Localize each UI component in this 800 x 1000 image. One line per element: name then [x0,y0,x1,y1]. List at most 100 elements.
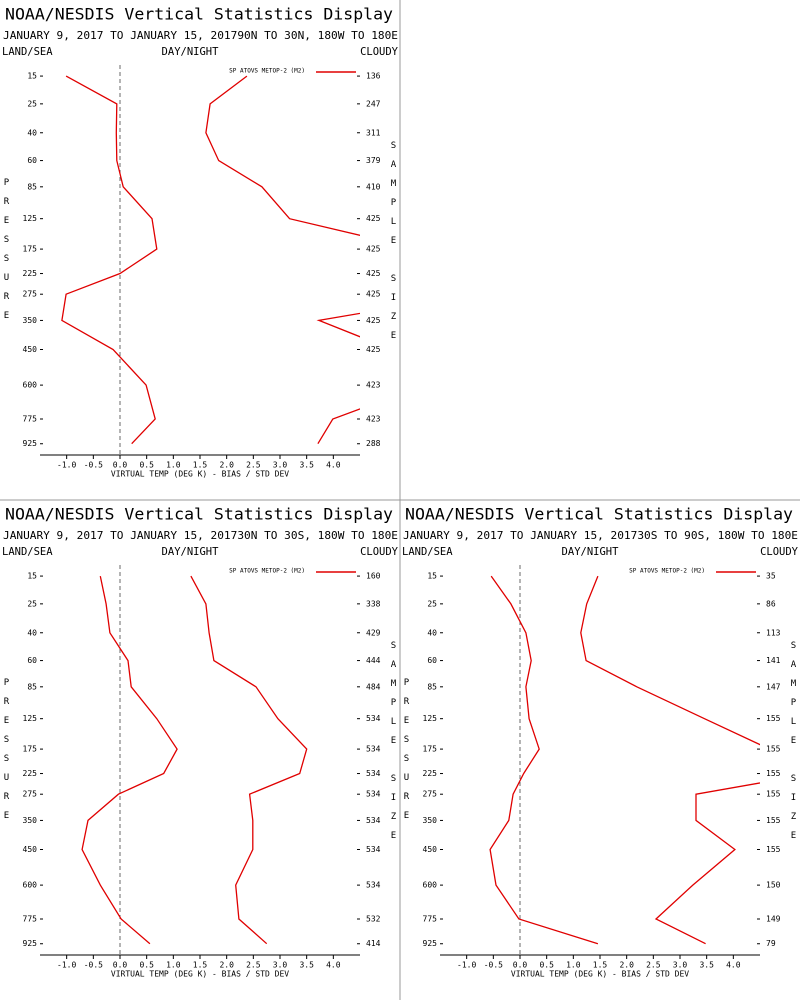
panel: NOAA/NESDIS Vertical Statistics Display J… [2,5,399,479]
sample-size-label: 155 [766,714,781,723]
title: NOAA/NESDIS Vertical Statistics Display [5,505,393,524]
y-tick-label: 15 [27,72,37,81]
day-night-label: DAY/NIGHT [562,546,620,558]
y-tick-label: 925 [423,939,438,948]
y-tick-label: 450 [23,345,38,354]
y-tick-label: 15 [427,572,437,581]
legend-label: SP ATOVS METOP-2 (M2) [629,568,705,575]
title: NOAA/NESDIS Vertical Statistics Display [5,5,393,24]
y-tick-label: 350 [23,816,38,825]
y-tick-label: 175 [423,745,438,754]
sample-size-label: 155 [766,845,781,854]
x-axis-title: VIRTUAL TEMP (DEG K) - BIAS / STD DEV [511,970,689,979]
x-tick-label: 1.5 [193,461,208,470]
y-tick-label: 25 [27,99,37,108]
x-tick-label: 0.5 [139,961,154,970]
y-tick-label: 85 [27,682,37,691]
x-tick-label: -1.0 [57,461,76,470]
x-tick-label: 3.0 [273,961,288,970]
y-tick-label: 775 [23,415,38,424]
panel: NOAA/NESDIS Vertical Statistics Display J… [402,505,799,979]
x-tick-label: 1.0 [166,961,181,970]
sample-size-label: 534 [366,816,381,825]
x-tick-label: 0.5 [139,461,154,470]
y-tick-label: 225 [423,769,438,778]
x-tick-label: 0.0 [113,461,128,470]
x-tick-label: 1.5 [593,961,608,970]
sample-size-label: 414 [366,939,381,948]
sample-size-label: 79 [766,939,776,948]
sample-size-label: 149 [766,915,781,924]
y-tick-label: 40 [27,628,37,637]
sample-size-label: 338 [366,599,381,608]
sample-size-label: 444 [366,656,381,665]
sample-size-label: 425 [366,245,381,254]
x-tick-label: 4.0 [326,961,341,970]
panel: NOAA/NESDIS Vertical Statistics Display J… [2,505,399,979]
profile-line [489,575,599,945]
x-tick-label: -0.5 [84,961,103,970]
x-tick-label: 1.0 [166,461,181,470]
x-tick-label: 3.5 [299,961,314,970]
y-tick-label: 775 [23,915,38,924]
legend-label: SP ATOVS METOP-2 (M2) [229,68,305,75]
y-tick-label: 25 [27,599,37,608]
y2-axis-title: SAMPLE SIZE [789,641,799,850]
sample-size-label: 155 [766,745,781,754]
x-tick-label: 2.0 [219,461,234,470]
y-tick-label: 60 [427,656,437,665]
x-tick-label: 3.5 [299,461,314,470]
x-tick-label: 2.5 [246,961,261,970]
sample-size-label: 534 [366,745,381,754]
subtitle: JANUARY 9, 2017 TO JANUARY 15, 201730S T… [403,530,798,542]
sample-size-label: 113 [766,628,781,637]
x-tick-label: -0.5 [484,961,503,970]
x-tick-label: -1.0 [457,961,476,970]
y-tick-label: 350 [423,816,438,825]
y-tick-label: 225 [23,269,38,278]
land-sea-label: LAND/SEA [2,46,53,58]
sample-size-label: 534 [366,714,381,723]
sample-size-label: 429 [366,628,381,637]
sample-size-label: 423 [366,415,381,424]
sample-size-label: 141 [766,656,781,665]
sample-size-label: 425 [366,345,381,354]
x-tick-label: 3.0 [273,461,288,470]
profile-line [190,575,308,945]
y-tick-label: 275 [23,290,38,299]
y-tick-label: 125 [23,714,38,723]
y-tick-label: 85 [27,182,37,191]
sample-size-label: 423 [366,381,381,390]
y-tick-label: 275 [423,790,438,799]
y-tick-label: 600 [423,881,438,890]
y-tick-label: 15 [27,572,37,581]
y-axis-title: PRESSURE [2,678,12,830]
land-sea-label: LAND/SEA [402,546,453,558]
day-night-label: DAY/NIGHT [162,46,220,58]
y-tick-label: 60 [27,656,37,665]
land-sea-label: LAND/SEA [2,546,53,558]
sample-size-label: 425 [366,316,381,325]
y-tick-label: 25 [427,599,437,608]
profile-line [580,575,760,945]
sample-size-label: 534 [366,881,381,890]
y-tick-label: 350 [23,316,38,325]
y-tick-label: 450 [23,845,38,854]
sample-size-label: 155 [766,790,781,799]
sample-size-label: 534 [366,845,381,854]
subtitle: JANUARY 9, 2017 TO JANUARY 15, 201790N T… [3,30,398,42]
y-tick-label: 450 [423,845,438,854]
x-tick-label: -1.0 [57,961,76,970]
x-tick-label: -0.5 [84,461,103,470]
sample-size-label: 288 [366,439,381,448]
x-tick-label: 1.0 [566,961,581,970]
x-tick-label: 0.5 [539,961,554,970]
sample-size-label: 425 [366,290,381,299]
y-axis-title: PRESSURE [402,678,412,830]
sample-size-label: 425 [366,269,381,278]
x-tick-label: 2.5 [646,961,661,970]
sample-size-label: 247 [366,99,381,108]
y-tick-label: 85 [427,682,437,691]
